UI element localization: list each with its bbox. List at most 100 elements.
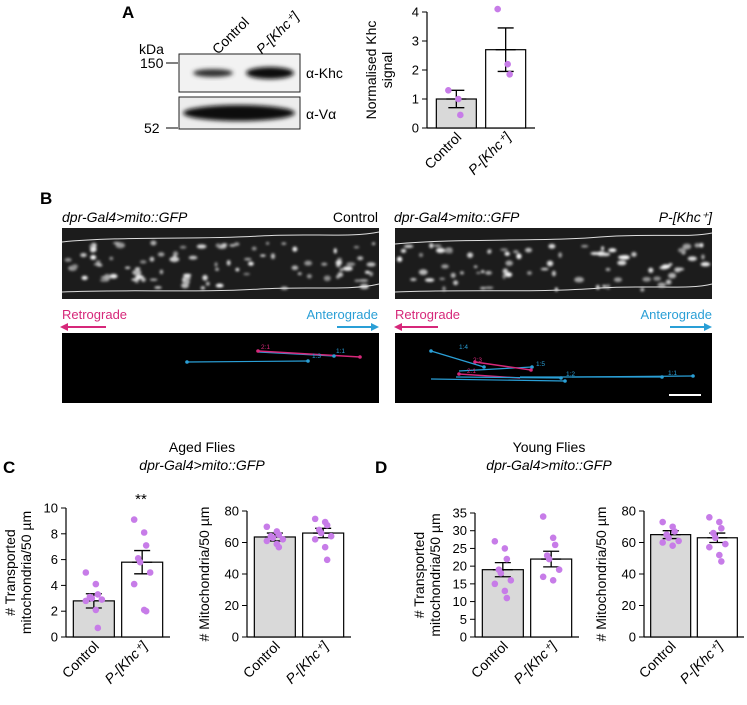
y-axis-label: mitochondria/50 µm <box>18 511 34 634</box>
mito-spot <box>504 251 510 256</box>
left-fluorescence-image <box>61 228 380 299</box>
data-point <box>549 534 557 542</box>
mito-spot <box>136 275 144 279</box>
mito-spot <box>682 243 692 250</box>
data-point <box>545 555 553 563</box>
blot-va <box>178 96 301 130</box>
y-axis-label: # Mitochondria/50 µm <box>593 507 609 642</box>
mito-spot <box>103 274 111 280</box>
data-point <box>279 536 287 543</box>
left-retrograde-arrowhead <box>60 323 68 331</box>
y-tick-label: 2 <box>51 604 58 619</box>
mito-spot <box>558 252 562 258</box>
mito-spot <box>505 260 513 266</box>
mito-spot <box>450 272 456 278</box>
mito-spot <box>281 242 287 245</box>
data-point <box>551 541 559 549</box>
mito-spot <box>113 241 121 245</box>
y-axis-label: Normalised Khc <box>363 21 379 120</box>
category-label: P-[Khc⁺] <box>282 637 332 687</box>
mito-spot <box>157 252 165 257</box>
right-condition: P-[Khc⁺] <box>659 209 713 225</box>
right-track-blue-3 <box>455 376 562 379</box>
data-point <box>675 537 682 545</box>
category-label: Control <box>468 638 511 681</box>
mito-spot <box>476 271 481 274</box>
data-point <box>275 543 283 551</box>
mito-spot <box>668 263 673 266</box>
mito-spot <box>323 275 331 282</box>
right-track-blue-6 <box>571 375 694 378</box>
data-point <box>712 534 719 542</box>
data-point <box>269 534 277 542</box>
left-condition: Control <box>333 209 378 225</box>
mito-spot <box>505 272 513 278</box>
mito-spot <box>339 268 344 272</box>
mito-spot <box>481 270 485 274</box>
mito-spot <box>701 254 705 260</box>
left-kymo-label-2: 1:3 <box>312 353 321 360</box>
y-tick-label: 0 <box>232 630 239 645</box>
right-kymo-label-4: 2:1 <box>467 368 476 375</box>
mito-spot <box>369 271 374 277</box>
mito-spot <box>602 284 607 288</box>
panel-label-b: B <box>40 189 52 208</box>
chart-c-left: 0 2 4 6 8 10 # Transported mitochondria/50 µm Co… <box>2 501 170 687</box>
marker-150: 150 <box>140 55 164 71</box>
mito-spot <box>608 248 617 253</box>
mito-spot <box>134 280 139 284</box>
mito-spot <box>149 278 158 281</box>
mito-spot <box>424 278 435 282</box>
mito-spot <box>396 256 403 262</box>
mito-spot <box>188 255 198 260</box>
data-point <box>82 569 90 576</box>
young-subtitle: dpr-Gal4>mito::GFP <box>486 457 612 473</box>
y-tick-label: 4 <box>51 578 58 593</box>
mito-spot <box>321 262 328 266</box>
mito-spot <box>675 267 685 271</box>
mito-spot <box>648 267 654 273</box>
data-point <box>142 607 150 615</box>
mito-spot <box>699 242 704 248</box>
category-label: P-[Khc⁺] <box>465 128 515 178</box>
mito-spot <box>485 270 492 275</box>
data-point <box>94 624 102 632</box>
data-point <box>501 545 509 552</box>
mito-spot <box>125 266 131 269</box>
mito-spot <box>418 269 428 276</box>
mito-spot <box>150 240 157 246</box>
mito-spot <box>487 250 492 254</box>
y-tick-label: 35 <box>453 506 467 521</box>
data-point <box>549 577 557 584</box>
data-point <box>136 558 144 566</box>
left-anterograde-arrowhead <box>371 323 379 331</box>
y-tick-label: 60 <box>622 535 636 550</box>
data-point <box>327 532 335 540</box>
data-point <box>539 573 547 581</box>
mito-spot <box>439 277 445 280</box>
mito-spot <box>640 287 645 292</box>
data-point <box>142 542 150 549</box>
y-tick-label: 60 <box>225 535 239 550</box>
antibody-khc-label: α-Khc <box>306 65 343 81</box>
mito-spot <box>71 264 78 269</box>
kda-label: kDa <box>139 41 164 57</box>
data-point <box>275 531 283 538</box>
mito-spot <box>205 281 210 286</box>
mito-spot <box>154 286 162 289</box>
y-axis-label: # Transported <box>411 532 427 618</box>
data-point <box>311 515 319 523</box>
mito-spot <box>358 279 369 282</box>
mito-spot <box>548 243 556 249</box>
mito-spot <box>473 265 478 268</box>
mito-spot <box>668 272 677 279</box>
mito-spot <box>109 256 114 261</box>
mito-spot <box>513 250 519 254</box>
right-kymo-label-5: 1:2 <box>566 371 575 378</box>
mito-spot <box>337 272 344 278</box>
aged-title: Aged Flies <box>169 439 235 455</box>
category-label: Control <box>421 129 464 172</box>
mito-spot <box>173 251 179 257</box>
data-point <box>706 514 713 521</box>
right-kymo-label-1: 1:4 <box>459 344 468 351</box>
